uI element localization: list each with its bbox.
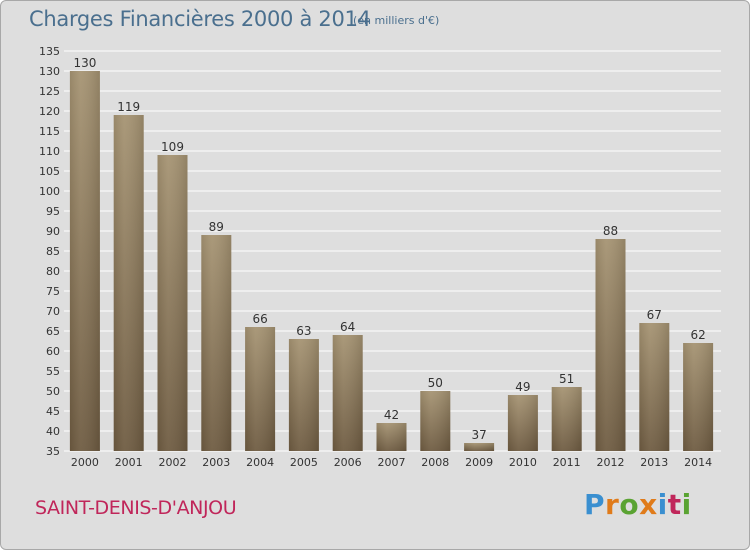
logo-letter: P	[584, 488, 606, 521]
x-axis: 2000 2001 2002 2003 2004 2005 2006 2007 2008 2009…	[71, 456, 712, 469]
bar-shading	[595, 239, 626, 451]
x-tick-label: 2011	[553, 456, 581, 469]
proxiti-logo[interactable]: Proxiti	[584, 488, 692, 521]
y-tick-label: 75	[46, 285, 60, 298]
y-tick-label: 115	[39, 125, 60, 138]
x-tick-label: 2014	[684, 456, 712, 469]
y-tick-label: 120	[39, 105, 60, 118]
data-labels: 130 119 109 89 66 63 64 42 50 37 49 51 88 67 62	[73, 56, 705, 442]
bar-shading	[420, 391, 451, 451]
data-label: 64	[340, 320, 355, 334]
x-tick-label: 2004	[246, 456, 274, 469]
y-tick-label: 70	[46, 305, 60, 318]
y-tick-label: 95	[46, 205, 60, 218]
x-tick-label: 2010	[509, 456, 537, 469]
x-tick-label: 2002	[159, 456, 187, 469]
y-tick-label: 90	[46, 225, 60, 238]
y-tick-label: 80	[46, 265, 60, 278]
commune-name: SAINT-DENIS-D'ANJOU	[35, 497, 237, 519]
bar-shading	[639, 323, 670, 451]
bar-shading	[201, 235, 232, 451]
x-tick-label: 2006	[334, 456, 362, 469]
data-label: 66	[252, 312, 267, 326]
data-label: 49	[515, 380, 530, 394]
logo-letter: x	[639, 488, 658, 521]
y-tick-label: 85	[46, 245, 60, 258]
x-tick-label: 2000	[71, 456, 99, 469]
x-tick-label: 2012	[597, 456, 625, 469]
y-tick-label: 45	[46, 405, 60, 418]
data-label: 67	[647, 308, 662, 322]
y-tick-label: 65	[46, 325, 60, 338]
logo-letter: t	[667, 488, 682, 521]
data-label: 62	[690, 328, 705, 342]
y-tick-label: 100	[39, 185, 60, 198]
data-label: 130	[73, 56, 96, 70]
bar-shading	[507, 395, 538, 451]
bars	[69, 71, 714, 451]
x-tick-label: 2005	[290, 456, 318, 469]
bar-shading	[157, 155, 188, 451]
chart-title: Charges Financières 2000 à 2014	[29, 7, 371, 31]
chart-subtitle: (en milliers d'€)	[353, 14, 440, 27]
data-label: 63	[296, 324, 311, 338]
y-tick-label: 105	[39, 165, 60, 178]
bar-shading	[683, 343, 714, 451]
y-tick-label: 35	[46, 445, 60, 458]
y-tick-label: 130	[39, 65, 60, 78]
data-label: 42	[384, 408, 399, 422]
y-tick-label: 55	[46, 365, 60, 378]
data-label: 89	[209, 220, 224, 234]
x-tick-label: 2007	[378, 456, 406, 469]
bar-shading	[464, 443, 495, 451]
logo-letter: i	[681, 488, 692, 521]
data-label: 37	[471, 428, 486, 442]
x-tick-label: 2003	[202, 456, 230, 469]
bar-shading	[551, 387, 582, 451]
y-tick-label: 50	[46, 385, 60, 398]
y-tick-label: 40	[46, 425, 60, 438]
x-tick-label: 2001	[115, 456, 143, 469]
data-label: 51	[559, 372, 574, 386]
data-label: 119	[117, 100, 140, 114]
data-label: 50	[428, 376, 443, 390]
bar-shading	[376, 423, 407, 451]
logo-letter: r	[605, 488, 620, 521]
y-tick-label: 110	[39, 145, 60, 158]
x-tick-label: 2009	[465, 456, 493, 469]
logo-letter: i	[657, 488, 668, 521]
y-tick-label: 125	[39, 85, 60, 98]
bar-shading	[332, 335, 363, 451]
data-label: 88	[603, 224, 618, 238]
bar-shading	[69, 71, 100, 451]
data-label: 109	[161, 140, 184, 154]
y-tick-label: 135	[39, 45, 60, 58]
y-tick-label: 60	[46, 345, 60, 358]
y-axis: 35 40 45 50 55 60 65 70 75 80 85 90 95 100 105 110 115 12…	[39, 45, 60, 458]
x-tick-label: 2013	[640, 456, 668, 469]
bar-shading	[288, 339, 319, 451]
bar-shading	[245, 327, 276, 451]
logo-letter: o	[619, 488, 640, 521]
x-tick-label: 2008	[421, 456, 449, 469]
bar-shading	[113, 115, 144, 451]
